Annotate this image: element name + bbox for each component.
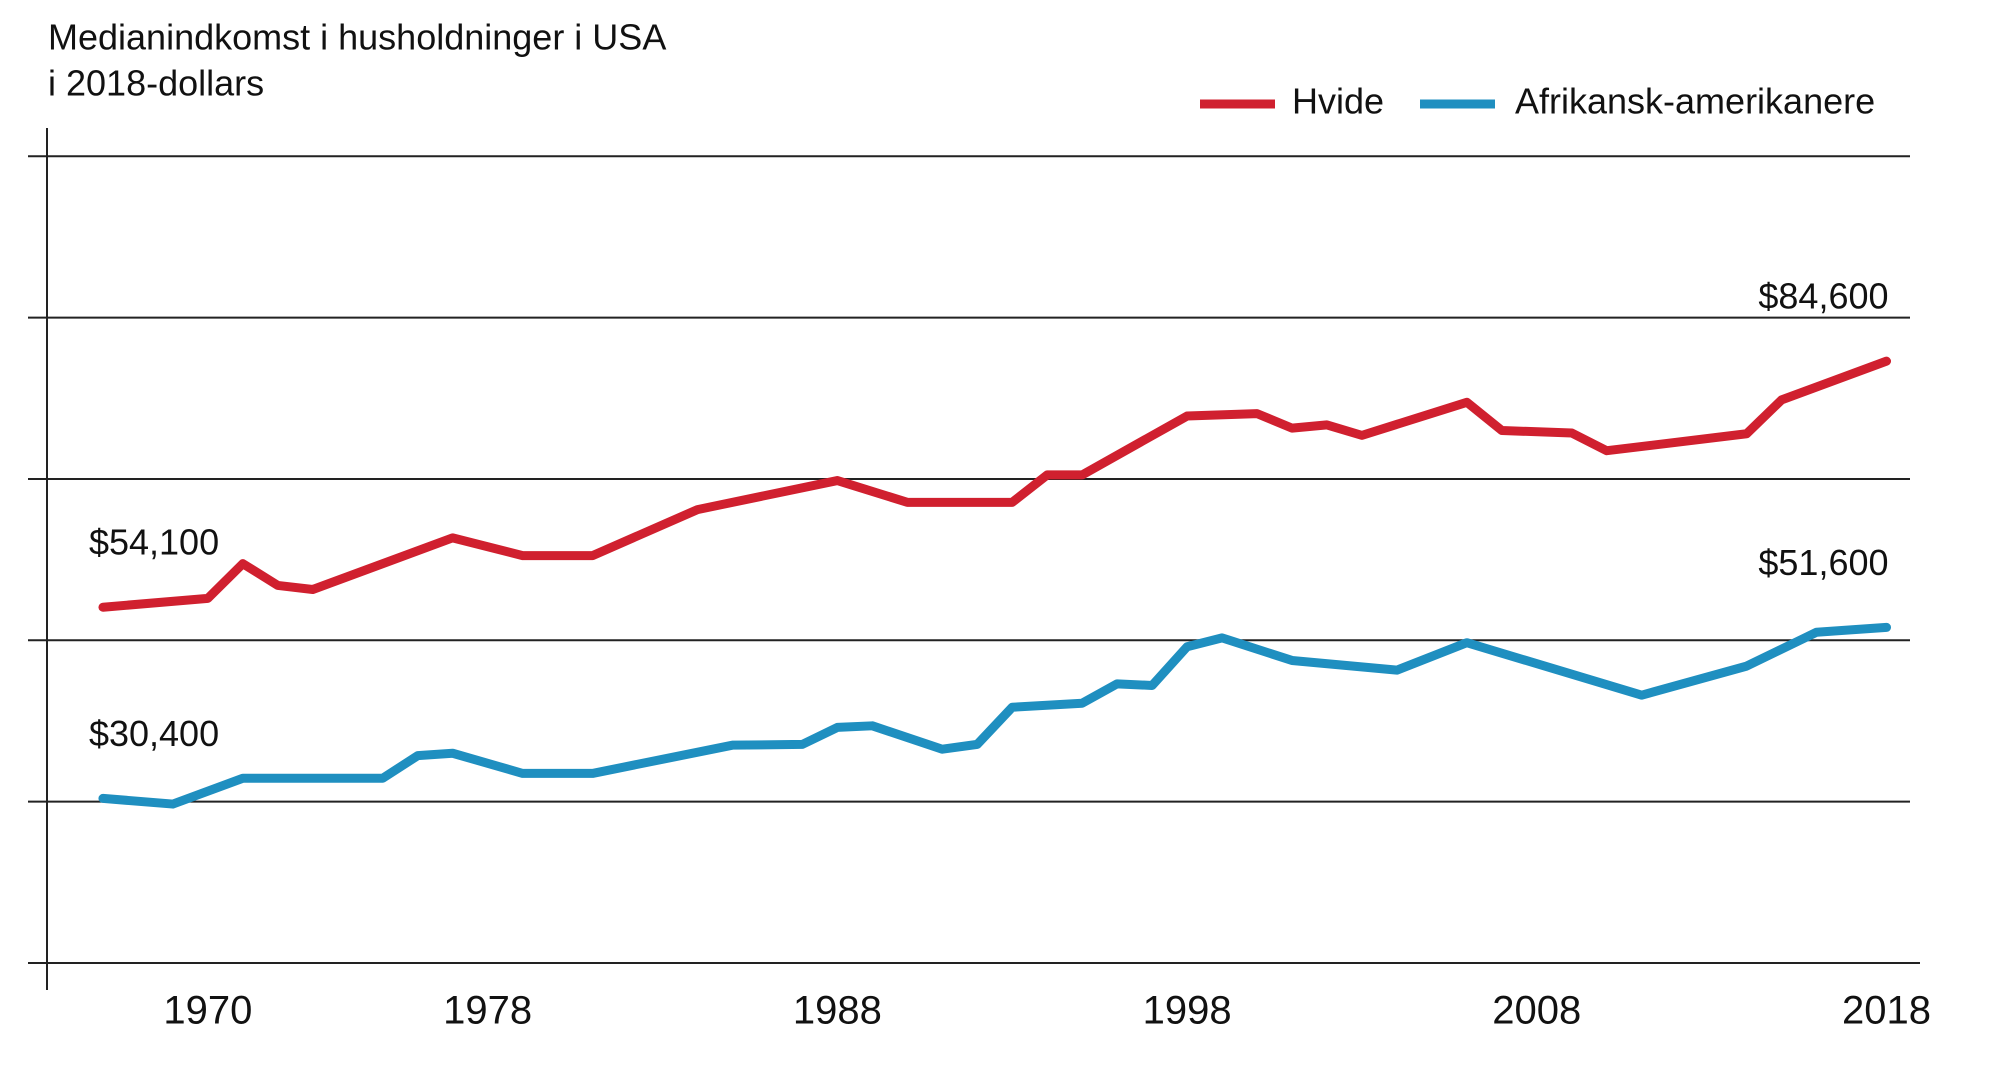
legend-label: Hvide [1292, 81, 1384, 122]
x-tick-label: 1998 [1143, 989, 1232, 1033]
value-label: $51,600 [1758, 542, 1888, 583]
chart-title: Medianindkomst i husholdninger i USA [48, 17, 666, 58]
x-tick-label: 1988 [793, 989, 882, 1033]
legend-label: Afrikansk-amerikanere [1515, 81, 1875, 122]
x-tick-label: 1970 [163, 989, 252, 1033]
x-tick-label: 1978 [443, 989, 532, 1033]
x-tick-label: 2008 [1492, 989, 1581, 1033]
series-line [98, 356, 1892, 612]
value-label: $84,600 [1758, 276, 1888, 317]
x-tick-label: 2018 [1842, 989, 1931, 1033]
value-label: $54,100 [89, 522, 219, 563]
chart-subtitle: i 2018-dollars [48, 63, 264, 104]
value-label: $30,400 [89, 713, 219, 754]
series-line [98, 622, 1892, 809]
